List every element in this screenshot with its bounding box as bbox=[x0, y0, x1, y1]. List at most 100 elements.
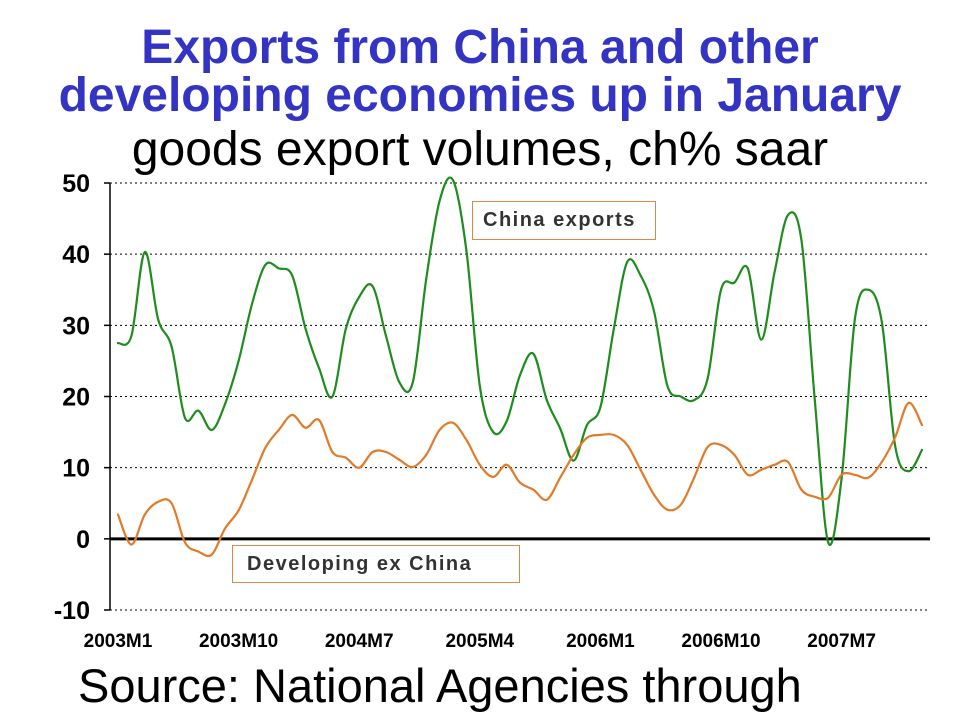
china-exports-point bbox=[344, 327, 347, 330]
china-exports-point bbox=[854, 317, 856, 320]
series-china-exports bbox=[116, 176, 924, 546]
developing-ex-china-point bbox=[639, 468, 642, 471]
china-exports-point bbox=[840, 477, 843, 480]
y-gridlines bbox=[110, 182, 930, 611]
developing-ex-china-point bbox=[130, 543, 133, 546]
developing-ex-china-point bbox=[291, 414, 294, 416]
developing-ex-china-point bbox=[572, 453, 575, 456]
developing-ex-china-point bbox=[465, 438, 468, 441]
developing-ex-china-point bbox=[653, 493, 655, 496]
developing-ex-china-point bbox=[706, 446, 709, 448]
developing-ex-china-point bbox=[425, 453, 428, 456]
developing-ex-china-point bbox=[921, 424, 923, 426]
china-exports-point bbox=[586, 424, 588, 426]
china-exports-point bbox=[545, 399, 548, 402]
china-exports-point bbox=[411, 381, 414, 384]
developing-ex-china-point bbox=[894, 436, 897, 439]
developing-ex-china-point bbox=[184, 541, 186, 544]
y-axis: 50 40 30 20 10 0 -10 bbox=[54, 170, 111, 625]
developing-ex-china-point bbox=[318, 419, 320, 421]
developing-ex-china-point bbox=[773, 463, 776, 466]
developing-ex-china-point bbox=[907, 401, 910, 404]
y-tick-label: -10 bbox=[54, 597, 90, 625]
china-exports-point bbox=[425, 278, 428, 281]
developing-ex-china-point bbox=[612, 433, 615, 436]
developing-ex-china-point bbox=[358, 466, 361, 469]
developing-ex-china-point bbox=[532, 488, 535, 491]
china-exports-point bbox=[599, 406, 602, 409]
developing-ex-china-point bbox=[277, 428, 280, 431]
developing-ex-china-point bbox=[157, 500, 160, 503]
developing-ex-china-point bbox=[385, 451, 387, 453]
developing-ex-china-point bbox=[787, 461, 789, 463]
china-exports-point bbox=[371, 285, 374, 288]
china-exports-point bbox=[130, 335, 133, 337]
china-exports-point bbox=[639, 274, 642, 277]
developing-ex-china-point bbox=[170, 502, 173, 505]
china-exports-point bbox=[438, 199, 441, 202]
developing-ex-china-point bbox=[398, 458, 401, 461]
china-exports-point bbox=[291, 274, 294, 277]
china-exports-point bbox=[505, 420, 508, 423]
china-exports-point bbox=[720, 288, 722, 291]
china-exports-point bbox=[519, 374, 521, 377]
developing-ex-china-point bbox=[800, 488, 803, 491]
y-tick-label: 50 bbox=[62, 170, 90, 198]
china-exports-point bbox=[532, 352, 535, 355]
china-exports-point bbox=[827, 541, 830, 544]
developing-ex-china-point bbox=[559, 476, 562, 479]
china-exports-point bbox=[733, 281, 736, 284]
developing-ex-china-point bbox=[411, 466, 414, 468]
developing-ex-china-point bbox=[438, 428, 441, 431]
series-line-developing-ex-china bbox=[116, 401, 924, 558]
developing-ex-china-point bbox=[492, 475, 495, 478]
developing-ex-china-point bbox=[599, 433, 602, 436]
y-tick-label: 30 bbox=[62, 312, 90, 340]
china-exports-point bbox=[706, 377, 709, 380]
china-exports-point bbox=[264, 263, 267, 266]
developing-ex-china-point bbox=[720, 443, 722, 446]
china-exports-point bbox=[277, 267, 280, 270]
china-exports-point bbox=[210, 428, 213, 431]
china-exports-point bbox=[907, 470, 910, 473]
china-exports-point bbox=[465, 249, 468, 252]
series-developing-ex-china bbox=[116, 401, 924, 558]
china-exports-point bbox=[251, 303, 253, 305]
china-exports-point bbox=[626, 261, 629, 263]
china-exports-point bbox=[492, 431, 495, 434]
developing-ex-china-point bbox=[545, 498, 548, 501]
china-exports-point bbox=[800, 238, 803, 241]
y-tick-label: 10 bbox=[62, 455, 90, 483]
china-exports-point bbox=[693, 399, 696, 402]
x-tick-label: 2004M7 bbox=[325, 631, 394, 652]
x-tick-label: 2005M4 bbox=[445, 631, 514, 652]
china-exports-point bbox=[143, 251, 146, 253]
developing-ex-china-point bbox=[880, 461, 883, 463]
china-exports-point bbox=[746, 267, 749, 270]
developing-ex-china-point bbox=[251, 478, 253, 481]
developing-ex-china-point bbox=[197, 550, 200, 553]
developing-ex-china-point bbox=[264, 446, 267, 449]
developing-ex-china-point bbox=[331, 451, 334, 453]
developing-ex-china-point bbox=[344, 456, 347, 459]
chart-subtitle: goods export volumes, ch% saar bbox=[131, 123, 829, 176]
china-exports-point bbox=[666, 384, 669, 387]
developing-ex-china-point bbox=[505, 463, 508, 466]
china-exports-point bbox=[157, 318, 160, 321]
series-line-china-exports bbox=[116, 176, 924, 546]
developing-ex-china-point bbox=[478, 463, 481, 466]
developing-ex-china-point bbox=[519, 481, 521, 484]
china-exports-point bbox=[921, 448, 923, 451]
developing-ex-china-point bbox=[854, 473, 856, 476]
china-exports-point bbox=[813, 399, 816, 402]
china-exports-point bbox=[572, 459, 575, 462]
developing-ex-china-point bbox=[746, 473, 749, 476]
china-exports-point bbox=[304, 327, 307, 330]
developing-ex-china-point bbox=[304, 426, 307, 429]
x-tick-label: 2007M7 bbox=[807, 631, 876, 652]
china-exports-point bbox=[787, 214, 789, 216]
x-tick-label: 2006M10 bbox=[681, 631, 760, 652]
china-exports-point bbox=[679, 395, 682, 398]
developing-ex-china-point bbox=[143, 513, 146, 516]
china-exports-point bbox=[867, 288, 870, 291]
